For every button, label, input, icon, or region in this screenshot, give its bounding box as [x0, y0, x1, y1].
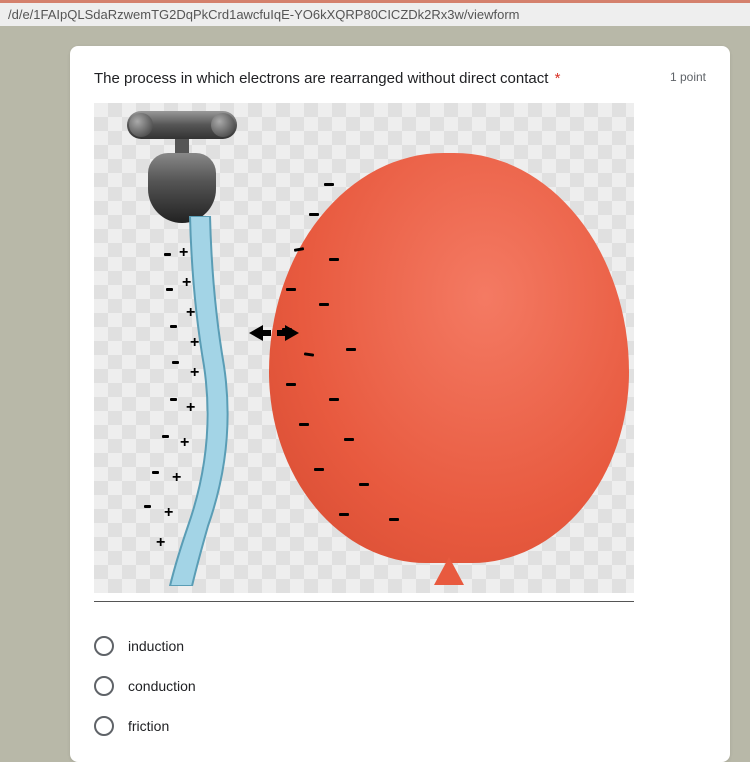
option-friction[interactable]: friction — [94, 706, 706, 746]
image-divider — [94, 601, 634, 602]
url-bar: /d/e/1FAIpQLSdaRzwemTG2DqPkCrd1awcfuIqE-… — [0, 0, 750, 26]
balloon-graphic — [269, 153, 629, 583]
radio-icon — [94, 716, 114, 736]
attraction-arrows-icon — [249, 323, 299, 343]
question-image: + + + + + + + + + + — [94, 103, 634, 593]
option-label: friction — [128, 718, 169, 734]
radio-icon — [94, 676, 114, 696]
option-label: conduction — [128, 678, 196, 694]
question-text-content: The process in which electrons are rearr… — [94, 70, 548, 87]
option-induction[interactable]: induction — [94, 626, 706, 666]
tap-graphic — [122, 111, 242, 581]
question-header: The process in which electrons are rearr… — [94, 70, 706, 87]
points-label: 1 point — [670, 70, 706, 84]
option-label: induction — [128, 638, 184, 654]
required-star: * — [550, 70, 560, 87]
option-conduction[interactable]: conduction — [94, 666, 706, 706]
question-text: The process in which electrons are rearr… — [94, 70, 654, 87]
options-group: induction conduction friction — [94, 622, 706, 746]
radio-icon — [94, 636, 114, 656]
url-text: /d/e/1FAIpQLSdaRzwemTG2DqPkCrd1awcfuIqE-… — [8, 7, 520, 22]
water-stream — [152, 216, 242, 586]
question-card: The process in which electrons are rearr… — [70, 46, 730, 762]
